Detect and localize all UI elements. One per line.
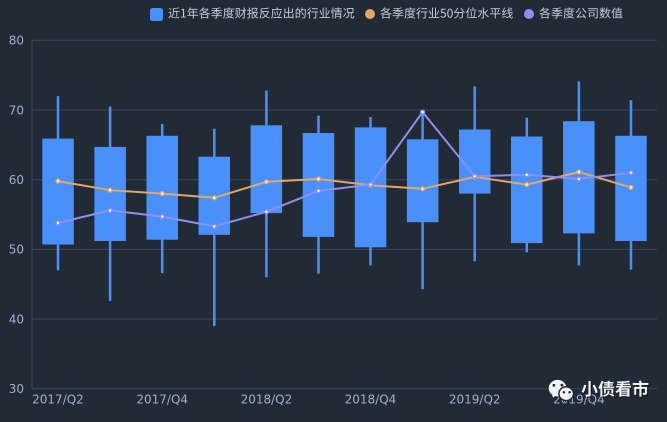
watermark-graphic	[548, 379, 650, 402]
candle-box	[146, 135, 178, 240]
data-point-2017/Q2[interactable]	[55, 220, 61, 226]
line-path	[57, 171, 632, 199]
legend-marker-circle-orange-icon	[365, 9, 375, 19]
candle-box	[459, 129, 491, 194]
data-point-2018/Q1[interactable]	[211, 223, 217, 229]
data-point-2019/Q1[interactable]	[420, 109, 426, 115]
candle-2017/Q3[interactable]	[94, 106, 126, 302]
candle-box	[250, 125, 283, 214]
candle-2018/Q1[interactable]	[198, 128, 231, 327]
legend-item-industry-range[interactable]: 近1年各季度财报反应出的行业情况	[150, 7, 355, 21]
legend-label-company-value: 各季度公司数值	[539, 7, 623, 21]
candle-box	[94, 146, 126, 241]
y-tick-label: 70	[9, 103, 24, 117]
x-axis-labels: 2017/Q2 2017/Q4 2018/Q2 2018/Q4 2019/Q2 2019/…	[32, 392, 605, 406]
legend-marker-square-icon	[150, 7, 163, 21]
data-point-2019/Q2[interactable]	[472, 173, 478, 179]
data-point-2017/Q2[interactable]	[55, 178, 61, 184]
data-point-2017/Q3[interactable]	[107, 187, 113, 193]
candle-2018/Q4[interactable]	[354, 117, 387, 266]
legend-label-industry-median: 各季度行业50分位水平线	[380, 7, 514, 21]
legend-item-company-value[interactable]: 各季度公司数值	[524, 7, 623, 21]
data-point-2018/Q1[interactable]	[211, 195, 217, 201]
legend-item-industry-median[interactable]: 各季度行业50分位水平线	[365, 7, 514, 21]
data-point-2019/Q3[interactable]	[524, 182, 530, 188]
candlestick-series	[42, 81, 647, 327]
data-point-2019/Q4[interactable]	[576, 169, 582, 175]
y-tick-label: 50	[9, 243, 24, 257]
legend-label-industry-range: 近1年各季度财报反应出的行业情况	[168, 7, 355, 21]
line-series-1	[55, 109, 634, 229]
watermark-text	[581, 380, 650, 399]
data-point-2019/Q4[interactable]	[576, 176, 582, 182]
data-point-2020/Q1[interactable]	[628, 184, 634, 190]
candle-box	[406, 139, 439, 223]
watermark: 小债看市	[545, 375, 660, 405]
data-point-2018/Q3[interactable]	[315, 188, 322, 194]
candle-2018/Q2[interactable]	[250, 90, 283, 278]
data-point-2018/Q3[interactable]	[315, 176, 322, 182]
data-point-2019/Q1[interactable]	[420, 186, 426, 192]
y-tick-label: 30	[9, 382, 24, 396]
x-tick-label: 2019/Q2	[449, 392, 501, 406]
x-tick-label: 2018/Q4	[345, 392, 397, 406]
data-point-2018/Q2[interactable]	[263, 179, 269, 185]
candle-box	[42, 138, 74, 245]
data-point-2020/Q1[interactable]	[628, 170, 634, 176]
y-tick-label: 60	[9, 173, 24, 187]
chart-legend: 近1年各季度财报反应出的行业情况 各季度行业50分位水平线 各季度公司数值	[150, 7, 633, 21]
data-point-2017/Q3[interactable]	[107, 207, 113, 213]
candle-box	[302, 133, 335, 237]
x-tick-label: 2017/Q2	[32, 392, 84, 406]
line-path	[57, 111, 632, 228]
candle-box	[511, 136, 543, 244]
data-point-2017/Q4[interactable]	[159, 191, 165, 197]
x-tick-label: 2017/Q4	[136, 392, 188, 406]
legend-marker-circle-purple-icon	[524, 9, 534, 19]
candle-2018/Q3[interactable]	[302, 115, 335, 274]
candle-2019/Q1[interactable]	[406, 112, 439, 290]
candle-2019/Q3[interactable]	[511, 117, 543, 253]
candle-2017/Q2[interactable]	[42, 96, 74, 271]
line-series-0	[55, 169, 634, 201]
data-point-2019/Q3[interactable]	[524, 172, 530, 178]
data-point-2017/Q4[interactable]	[159, 214, 165, 220]
wechat-icon	[548, 379, 575, 402]
candle-2017/Q4[interactable]	[146, 123, 179, 274]
y-tick-label: 80	[9, 34, 24, 48]
x-tick-label: 2018/Q2	[241, 392, 293, 406]
data-point-2018/Q2[interactable]	[263, 209, 269, 215]
y-tick-label: 40	[9, 312, 24, 326]
data-point-2018/Q4[interactable]	[367, 182, 374, 188]
y-axis-labels: 30 40 50 60 70 80	[9, 34, 24, 397]
